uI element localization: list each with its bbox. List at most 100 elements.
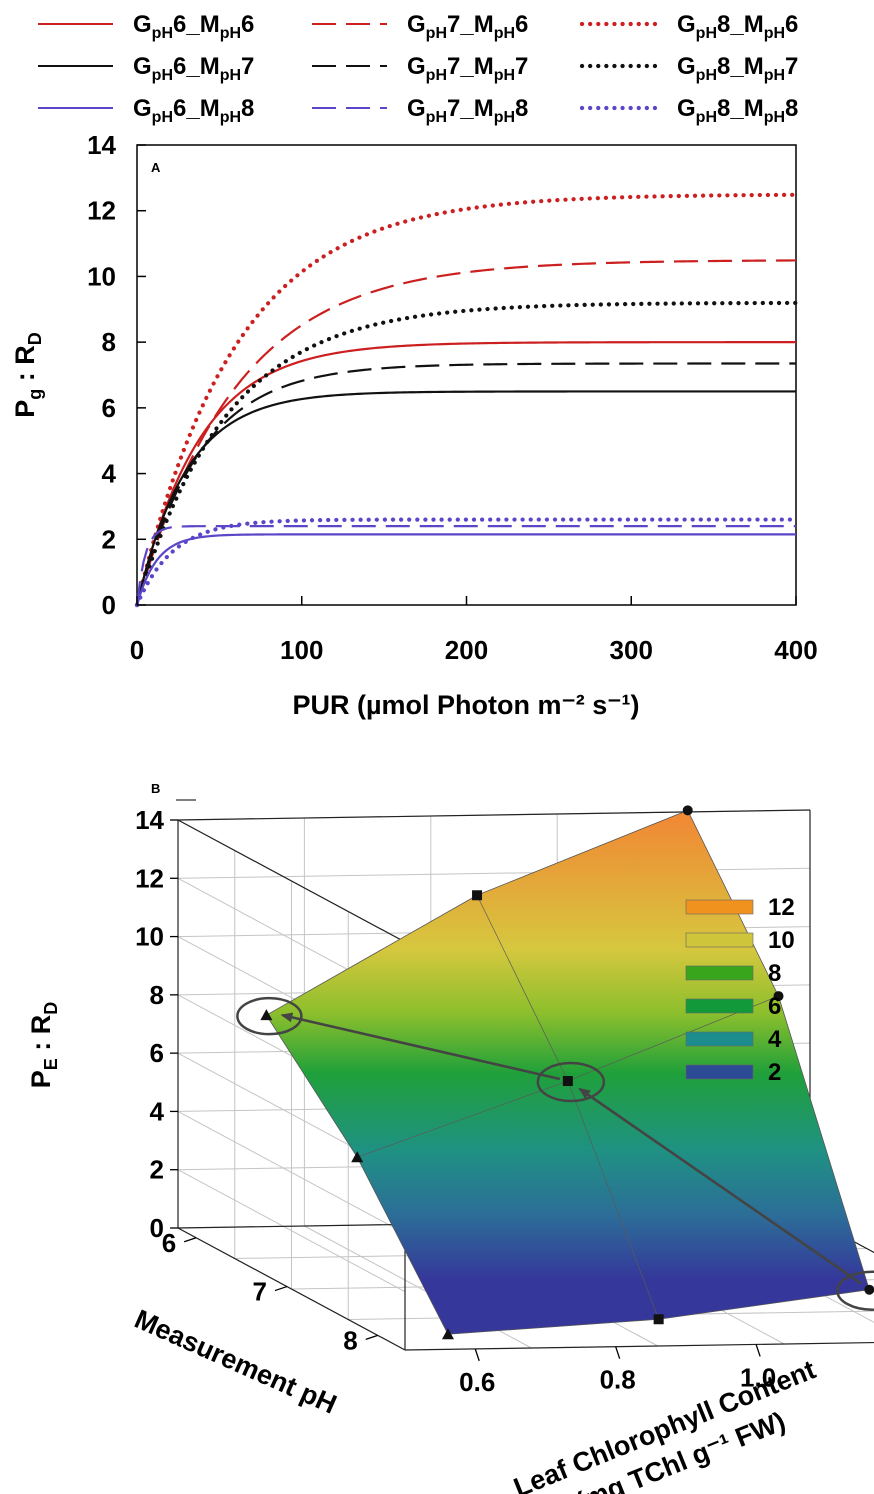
x-tick-label: 100	[280, 635, 323, 665]
y-tick-label: 6	[102, 393, 116, 423]
triangle-marker	[260, 1009, 273, 1021]
legend-a: GpH6_MpH6 GpH7_MpH6 GpH8_MpH6 GpH6_MpH7 GpH7…	[38, 11, 798, 126]
box-edge	[404, 1341, 874, 1351]
legend-a-entry: GpH8_MpH8	[677, 95, 798, 126]
series-line	[134, 517, 799, 608]
series-line	[135, 259, 797, 606]
legend-b-label: 10	[768, 927, 795, 954]
chl-tick-mark	[755, 1344, 761, 1357]
arrow	[578, 1087, 863, 1285]
highlight-ellipse	[236, 996, 303, 1036]
panel-a-curves	[134, 192, 799, 608]
series-line	[135, 341, 796, 606]
square-marker	[653, 1314, 664, 1325]
legend-b-swatch	[685, 965, 754, 981]
series-line	[134, 192, 799, 608]
legend-a-entry: GpH7_MpH6	[407, 11, 528, 42]
chl-tick-label: 0.8	[600, 1365, 636, 1395]
circle-marker	[864, 1284, 874, 1295]
y-tick-label: 0	[102, 590, 116, 620]
series-line	[134, 300, 799, 608]
chl-tick-mark	[615, 1346, 621, 1359]
surface-mesh-line	[357, 1080, 568, 1158]
square-marker	[472, 890, 483, 901]
x-tick-label: 200	[445, 635, 488, 665]
arrow	[280, 1012, 561, 1081]
series-line	[135, 533, 796, 606]
y-tick-label: 12	[87, 196, 116, 226]
chl-tick-label: 0.6	[459, 1367, 495, 1397]
panel-a-x-axis-label: PUR (µmol Photon m⁻² s⁻¹)	[292, 690, 639, 720]
series-line	[135, 362, 796, 606]
panel-b-color-legend: 12 10 8 6 4 2	[685, 894, 795, 1086]
circle-marker	[682, 805, 693, 816]
ph-tick-label: 8	[343, 1325, 357, 1355]
legend-a-entry: GpH6_MpH6	[133, 11, 254, 42]
x-tick-label: 300	[610, 635, 653, 665]
chl-tick-label: 1.0	[740, 1362, 776, 1392]
panel-b-label: B	[151, 781, 160, 796]
panel-b-annotations	[236, 996, 874, 1311]
legend-b-label: 8	[768, 960, 781, 987]
surface-mesh-line	[476, 895, 569, 1082]
z-tick-label: 10	[135, 922, 164, 952]
legend-b-swatch	[685, 1064, 754, 1080]
square-marker	[562, 1076, 573, 1087]
series-line	[135, 525, 796, 606]
box-edge	[177, 809, 811, 821]
legend-b-swatch	[685, 998, 754, 1014]
panel-a-label: A	[151, 160, 161, 175]
ph-tick-mark	[183, 1237, 197, 1243]
legend-a-entry: GpH7_MpH7	[407, 53, 528, 84]
ph-tick-mark	[274, 1285, 288, 1292]
panel-a-plot-frame	[136, 144, 797, 606]
legend-b-swatch	[685, 1031, 754, 1047]
legend-b-label: 4	[768, 1026, 782, 1053]
highlight-ellipse	[536, 1061, 606, 1103]
legend-a-entry: GpH6_MpH7	[133, 53, 254, 84]
highlight-ellipse	[836, 1270, 874, 1311]
legend-a-entry: GpH8_MpH7	[677, 53, 798, 84]
box-edge	[177, 819, 406, 943]
legend-b-swatch	[685, 899, 754, 915]
surface-mesh-line	[567, 1080, 659, 1320]
circle-marker	[773, 991, 784, 1002]
panel-b-markers	[260, 805, 874, 1340]
ph-tick-label: 7	[252, 1277, 266, 1307]
triangle-marker	[441, 1328, 454, 1340]
panel-b-z-axis-label: PE : RD	[26, 1002, 61, 1089]
y-tick-label: 2	[102, 524, 116, 554]
z-tick-label: 2	[150, 1155, 164, 1185]
z-tick-label: 0	[150, 1213, 164, 1243]
x-tick-label: 400	[774, 635, 817, 665]
chl-tick-mark	[474, 1348, 480, 1362]
ph-tick-label: 6	[162, 1228, 176, 1258]
panel-a-ticks: 0 100 200 300 400 0 2 4 6 8 10 12 14	[87, 130, 818, 665]
legend-b-swatch	[685, 932, 754, 948]
z-tick-label: 4	[150, 1096, 165, 1126]
legend-b-label: 12	[768, 894, 795, 921]
triangle-marker	[351, 1151, 364, 1163]
y-tick-label: 4	[102, 459, 117, 489]
y-tick-label: 14	[87, 130, 116, 160]
box-edge	[177, 1227, 406, 1351]
x-tick-label: 0	[130, 635, 144, 665]
z-tick-label: 12	[135, 863, 164, 893]
z-tick-label: 8	[150, 980, 164, 1010]
panel-a-y-axis-label: Pg : RD	[10, 332, 45, 418]
legend-a-entry: GpH7_MpH8	[407, 95, 528, 126]
z-tick-label: 14	[135, 805, 164, 835]
series-line	[135, 390, 796, 606]
legend-b-label: 2	[768, 1059, 781, 1086]
ph-tick-mark	[365, 1334, 378, 1340]
y-tick-label: 8	[102, 327, 116, 357]
panel-a-line-chart: 0 100 200 300 400 0 2 4 6 8 10 12 14 A PUR (µmol Pho…	[10, 130, 818, 720]
z-tick-label: 6	[150, 1038, 164, 1068]
legend-a-entry: GpH8_MpH6	[677, 11, 798, 42]
y-tick-label: 10	[87, 261, 116, 291]
legend-a-entry: GpH6_MpH8	[133, 95, 254, 126]
panel-b-ph-axis-label: Measurement pH	[130, 1304, 341, 1420]
